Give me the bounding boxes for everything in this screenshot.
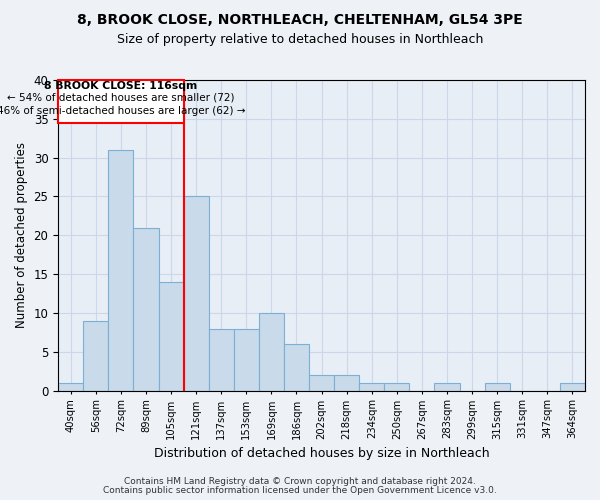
Bar [284, 344, 309, 391]
Bar [83, 321, 109, 390]
FancyBboxPatch shape [58, 80, 184, 122]
Text: 46% of semi-detached houses are larger (62) →: 46% of semi-detached houses are larger (… [0, 106, 245, 116]
Bar [309, 375, 334, 390]
Bar [209, 328, 234, 390]
Bar [58, 383, 83, 390]
Bar [109, 150, 133, 390]
Y-axis label: Number of detached properties: Number of detached properties [15, 142, 28, 328]
Text: ← 54% of detached houses are smaller (72): ← 54% of detached houses are smaller (72… [7, 93, 235, 103]
Text: 8 BROOK CLOSE: 116sqm: 8 BROOK CLOSE: 116sqm [44, 81, 197, 91]
Bar [184, 196, 209, 390]
Bar [158, 282, 184, 391]
Bar [334, 375, 359, 390]
Bar [560, 383, 585, 390]
Text: Contains public sector information licensed under the Open Government Licence v3: Contains public sector information licen… [103, 486, 497, 495]
Bar [234, 328, 259, 390]
Text: 8, BROOK CLOSE, NORTHLEACH, CHELTENHAM, GL54 3PE: 8, BROOK CLOSE, NORTHLEACH, CHELTENHAM, … [77, 12, 523, 26]
Bar [434, 383, 460, 390]
X-axis label: Distribution of detached houses by size in Northleach: Distribution of detached houses by size … [154, 447, 490, 460]
Bar [259, 313, 284, 390]
Bar [384, 383, 409, 390]
Text: Contains HM Land Registry data © Crown copyright and database right 2024.: Contains HM Land Registry data © Crown c… [124, 477, 476, 486]
Bar [133, 228, 158, 390]
Bar [359, 383, 384, 390]
Text: Size of property relative to detached houses in Northleach: Size of property relative to detached ho… [117, 32, 483, 46]
Bar [485, 383, 510, 390]
